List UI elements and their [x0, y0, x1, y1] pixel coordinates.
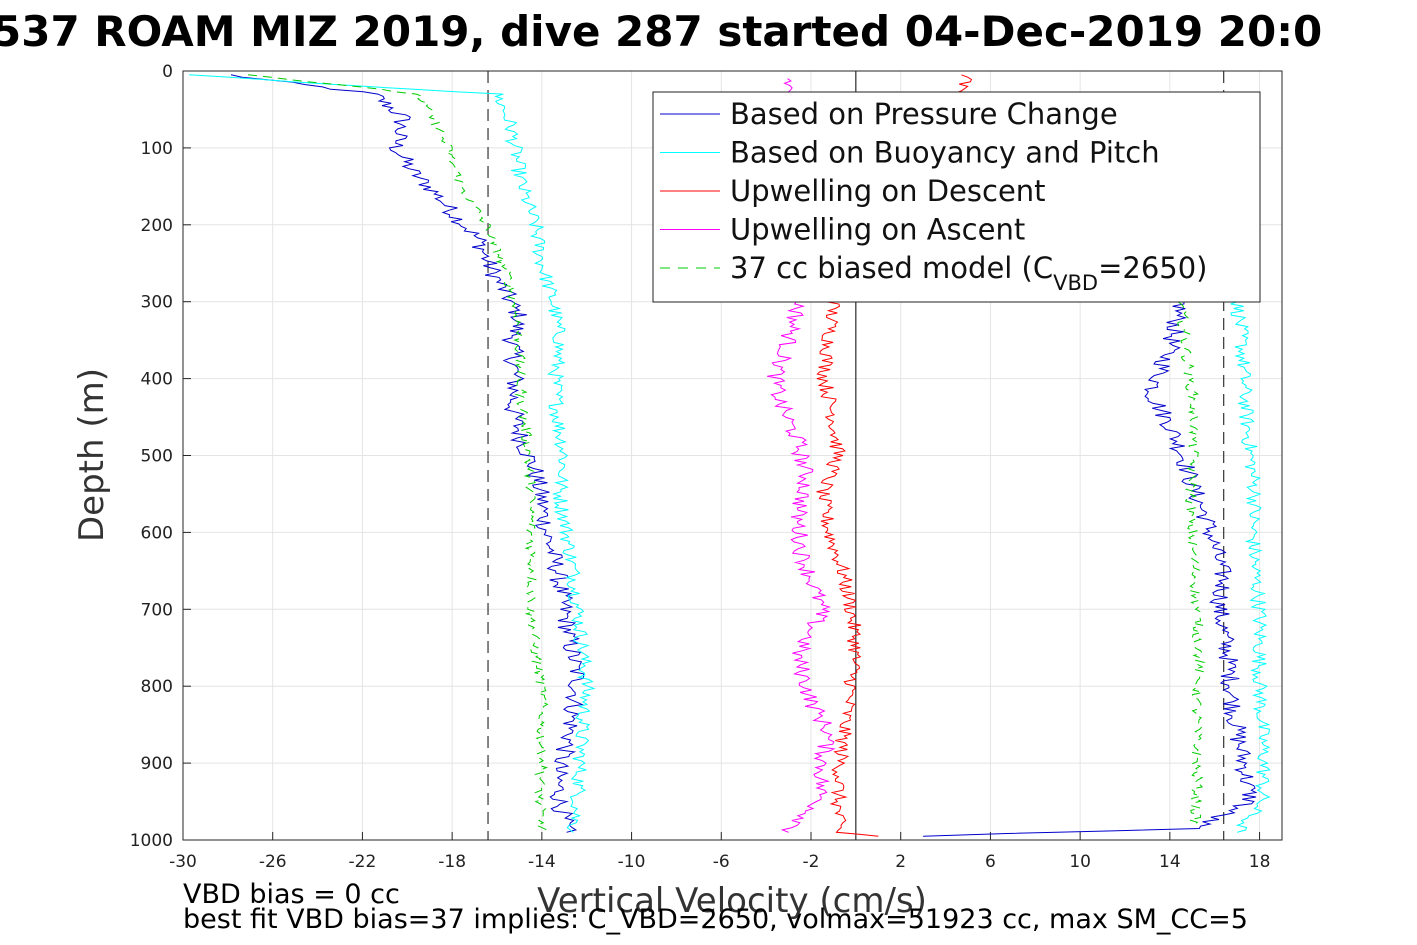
footer-best-fit: best fit VBD bias=37 implies: C_VBD=2650… [183, 904, 1248, 935]
y-tick-label: 200 [141, 216, 173, 236]
legend-label: 37 cc biased model (CVBD=2650) [730, 251, 1208, 295]
x-tick-labels: -30 -26 -22 -18 -14 -10 -6 -2 2 6 10 14 18 [169, 852, 1270, 872]
x-tick-label: 10 [1069, 852, 1091, 872]
x-tick-label: -6 [713, 852, 730, 872]
y-tick-label: 300 [141, 293, 173, 313]
y-tick-label: 600 [141, 523, 173, 543]
series-line-5-ascent [1177, 301, 1206, 825]
y-tick-label: 1000 [130, 831, 173, 851]
x-tick-label: 14 [1159, 852, 1181, 872]
y-tick-label: 0 [162, 62, 173, 82]
x-tick-label: -18 [438, 852, 466, 872]
x-tick-label: 2 [895, 852, 906, 872]
x-tick-label: -2 [803, 852, 820, 872]
x-tick-label: -14 [528, 852, 556, 872]
series-line-5-descent [247, 74, 549, 833]
footer-vbd-bias: VBD bias = 0 cc [183, 879, 400, 910]
chart-title: 537 ROAM MIZ 2019, dive 287 started 04-D… [0, 7, 1322, 56]
y-tick-label: 100 [141, 139, 173, 159]
x-tick-label: -22 [349, 852, 377, 872]
series-line-1-descent [230, 74, 585, 833]
y-tick-labels: 0 100 200 300 400 500 600 700 800 900 1000 [130, 62, 173, 851]
y-tick-label: 400 [141, 370, 173, 390]
series-line-2-ascent [1230, 301, 1271, 833]
x-tick-label: 6 [985, 852, 996, 872]
legend-label: Based on Buoyancy and Pitch [730, 136, 1160, 170]
y-tick-label: 800 [141, 677, 173, 697]
series-line-2-descent [189, 74, 596, 833]
x-tick-label: -26 [259, 852, 287, 872]
x-tick-label: 18 [1249, 852, 1271, 872]
y-tick-label: 900 [141, 754, 173, 774]
x-tick-label: -30 [169, 852, 197, 872]
legend-label: Based on Pressure Change [730, 97, 1118, 131]
legend-label: Upwelling on Descent [730, 174, 1046, 208]
y-tick-label: 500 [141, 447, 173, 467]
x-tick-label: -10 [618, 852, 646, 872]
legend-label: Upwelling on Ascent [730, 213, 1025, 247]
y-tick-label: 700 [141, 600, 173, 620]
legend: Based on Pressure Change Based on Buoyanc… [652, 91, 1261, 303]
legend-box [652, 91, 1261, 303]
x-axis-label: Vertical Velocity (cm/s) [537, 881, 927, 921]
y-axis-label: Depth (m) [72, 368, 112, 542]
series-line-1-ascent [923, 301, 1258, 837]
axes-box [182, 70, 1283, 841]
